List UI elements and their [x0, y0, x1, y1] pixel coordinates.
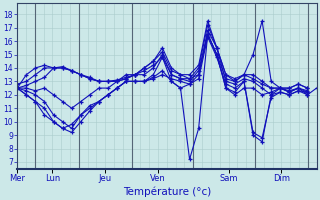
X-axis label: Température (°c): Température (°c) [123, 186, 211, 197]
